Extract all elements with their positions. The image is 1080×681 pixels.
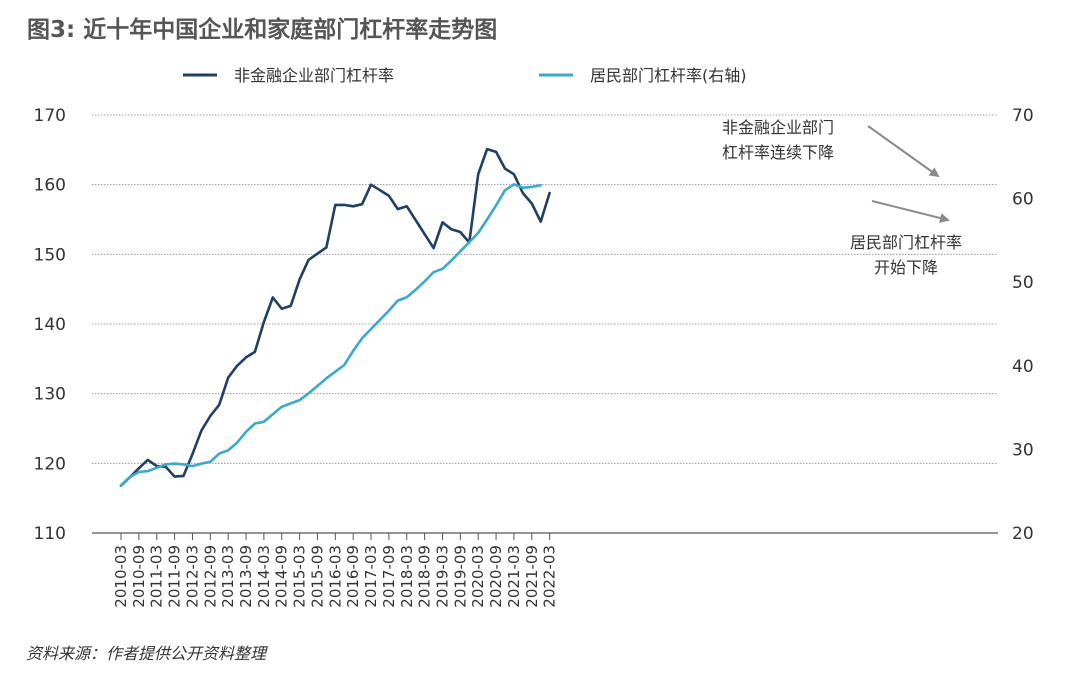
- x-tick-label: 2014-09: [273, 545, 291, 608]
- x-tick-label: 2014-03: [255, 545, 273, 608]
- x-tick-label: 2013-09: [237, 545, 255, 608]
- legend: 非金融企业部门杠杆率 居民部门杠杆率(右轴): [183, 66, 747, 85]
- x-tick-label: 2010-09: [130, 545, 148, 608]
- x-tick-label: 2019-09: [451, 545, 469, 608]
- y-left-tick-label: 150: [34, 245, 66, 265]
- annotation-arrow: [871, 200, 950, 223]
- y-right-tick-label: 60: [1012, 190, 1034, 210]
- y-right-tick-label: 40: [1012, 357, 1034, 377]
- annotation-text: 非金融企业部门: [722, 118, 834, 137]
- y-left-tick-label: 110: [34, 524, 66, 544]
- legend-label: 非金融企业部门杠杆率: [234, 66, 394, 85]
- annotation-arrow: [867, 125, 940, 178]
- x-axis: 2010-03 2010-09 2011-03 2011-09 2012-03 2012-…: [112, 533, 559, 608]
- y-right-tick-label: 30: [1012, 440, 1034, 460]
- y-left-tick-label: 130: [34, 385, 66, 405]
- series-line-corporate: [119, 147, 551, 487]
- x-tick-label: 2020-09: [487, 545, 505, 608]
- x-tick-label: 2022-03: [541, 545, 559, 608]
- series-lines: [119, 147, 551, 487]
- y-left-tick-label: 160: [34, 176, 66, 196]
- chart-title: 图3: 近十年中国企业和家庭部门杠杆率走势图: [27, 17, 498, 43]
- x-tick-label: 2017-03: [362, 545, 380, 608]
- x-tick-label: 2020-03: [469, 545, 487, 608]
- series-line-household: [119, 183, 543, 487]
- annotation-text: 居民部门杠杆率: [850, 233, 962, 252]
- x-tick-label: 2019-03: [433, 545, 451, 608]
- x-tick-label: 2010-03: [112, 545, 130, 608]
- annotation-text: 开始下降: [874, 258, 938, 277]
- y-left-tick-label: 140: [34, 315, 66, 335]
- x-tick-label: 2021-03: [505, 545, 523, 608]
- x-tick-label: 2015-09: [308, 545, 326, 608]
- y-left-tick-label: 170: [34, 106, 66, 126]
- y-left-tick-label: 120: [34, 454, 66, 474]
- y-right-tick-label: 20: [1012, 524, 1034, 544]
- grid: [92, 114, 998, 534]
- x-tick-label: 2012-03: [183, 545, 201, 608]
- right-y-axis: 20 30 40 50 60 70: [1012, 106, 1034, 544]
- annotation-text: 杠杆率连续下降: [722, 143, 834, 162]
- x-tick-label: 2015-03: [291, 545, 309, 608]
- x-tick-label: 2016-03: [326, 545, 344, 608]
- x-tick-label: 2021-09: [523, 545, 541, 608]
- x-tick-label: 2016-09: [344, 545, 362, 608]
- x-tick-label: 2013-03: [219, 545, 237, 608]
- x-tick-label: 2011-09: [166, 545, 184, 608]
- x-tick-label: 2012-09: [201, 545, 219, 608]
- x-tick-label: 2017-09: [380, 545, 398, 608]
- x-tick-label: 2011-03: [148, 545, 166, 608]
- y-right-tick-label: 50: [1012, 273, 1034, 293]
- legend-label: 居民部门杠杆率(右轴): [590, 66, 747, 85]
- x-tick-label: 2018-09: [416, 545, 434, 608]
- source-note: 资料来源：作者提供公开资料整理: [26, 644, 267, 663]
- y-right-tick-label: 70: [1012, 106, 1034, 126]
- x-tick-label: 2018-03: [398, 545, 416, 608]
- left-y-axis: 110 120 130 140 150 160 170: [34, 106, 66, 544]
